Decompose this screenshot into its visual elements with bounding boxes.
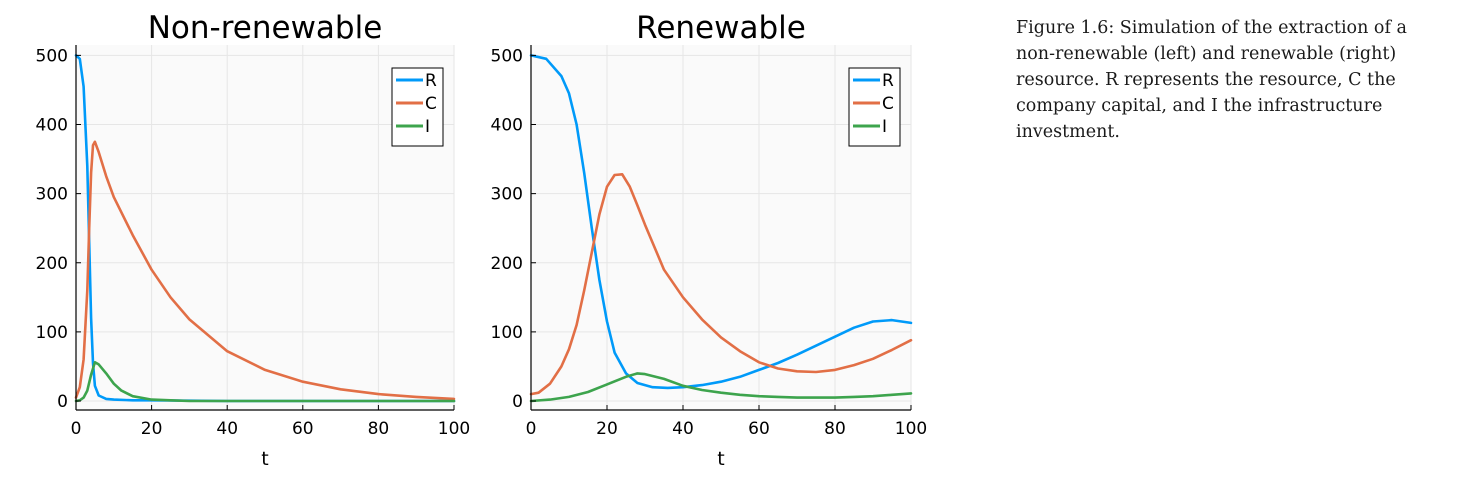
x-tick-label: 0 [526,419,537,439]
x-tick-label: 20 [141,419,163,439]
legend-label-c: C [425,94,437,114]
series-line-i [74,360,456,403]
legend-label-r: R [425,71,437,91]
y-tick-label: 0 [512,392,523,412]
y-tick-label: 0 [57,392,68,412]
x-tick-label: 20 [596,419,618,439]
x-axis-label: t [717,448,724,470]
chart-non-renewable: 0 100 200 300 400 500 0 20 40 60 80 100 Non-renewa… [36,10,471,470]
x-tick-label: 100 [438,419,470,439]
series-line-c [529,173,913,396]
legend-label-i: I [882,117,887,137]
series-line-r [529,54,913,390]
legend: R C I [391,67,444,147]
series-lines [74,54,456,403]
legend-label-r: R [882,71,894,91]
chart-title: Non-renewable [148,10,383,46]
series-line-i [529,372,913,403]
x-tick-label: 0 [71,419,82,439]
x-tick-label: 40 [216,419,238,439]
plot-area [76,45,454,410]
chart-title: Renewable [636,10,806,46]
x-tick-labels: 0 20 40 60 80 100 [71,405,470,439]
y-tick-label: 500 [36,46,68,66]
series-line-c [74,140,456,401]
x-tick-label: 100 [895,419,927,439]
y-tick-labels: 0 100 200 300 400 500 [491,46,536,412]
figure-caption: Figure 1.6: Simulation of the extraction… [1016,18,1407,142]
y-tick-label: 400 [491,115,523,135]
y-tick-label: 100 [491,323,523,343]
y-tick-label: 300 [491,185,523,205]
y-tick-label: 100 [36,323,68,343]
x-tick-label: 60 [292,419,314,439]
y-tick-label: 200 [36,254,68,274]
x-tick-label: 80 [824,419,846,439]
plot-area [531,45,911,410]
x-tick-label: 40 [672,419,694,439]
y-tick-label: 300 [36,185,68,205]
y-tick-labels: 0 100 200 300 400 500 [36,46,81,412]
grid [75,45,455,410]
y-tick-label: 500 [491,46,523,66]
y-tick-label: 200 [491,254,523,274]
x-tick-labels: 0 20 40 60 80 100 [526,405,927,439]
x-axis-label: t [261,448,268,470]
series-lines [529,54,913,403]
legend: R C I [848,67,901,147]
legend-label-c: C [882,94,894,114]
x-tick-label: 80 [368,419,390,439]
legend-label-i: I [425,117,430,137]
y-tick-label: 400 [36,115,68,135]
x-tick-label: 60 [748,419,770,439]
